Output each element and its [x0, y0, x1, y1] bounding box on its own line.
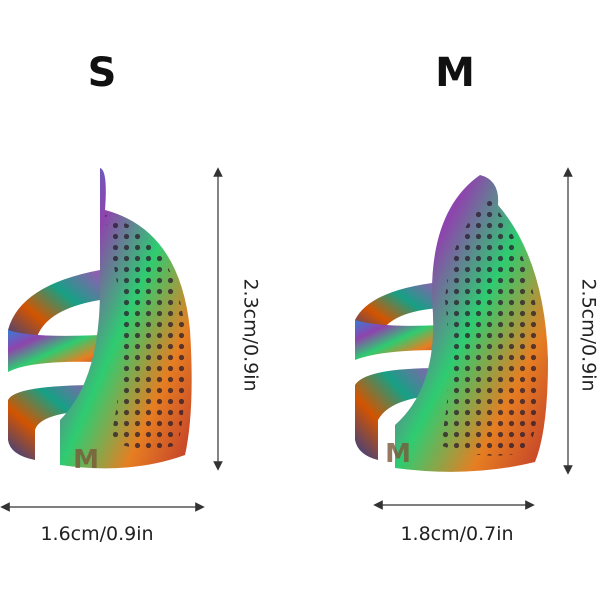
engraving: M [385, 439, 411, 469]
size-label: M [435, 50, 475, 96]
size-label: S [88, 50, 117, 96]
height-label: 2.3cm/0.9in [240, 278, 262, 391]
engraving: M [73, 445, 99, 475]
width-label: 1.8cm/0.7in [400, 523, 513, 545]
thimble-medium: M [355, 175, 548, 472]
width-label: 1.6cm/0.9in [40, 523, 153, 545]
height-label: 2.5cm/0.9in [578, 278, 600, 391]
thimble-small: M [8, 168, 192, 475]
